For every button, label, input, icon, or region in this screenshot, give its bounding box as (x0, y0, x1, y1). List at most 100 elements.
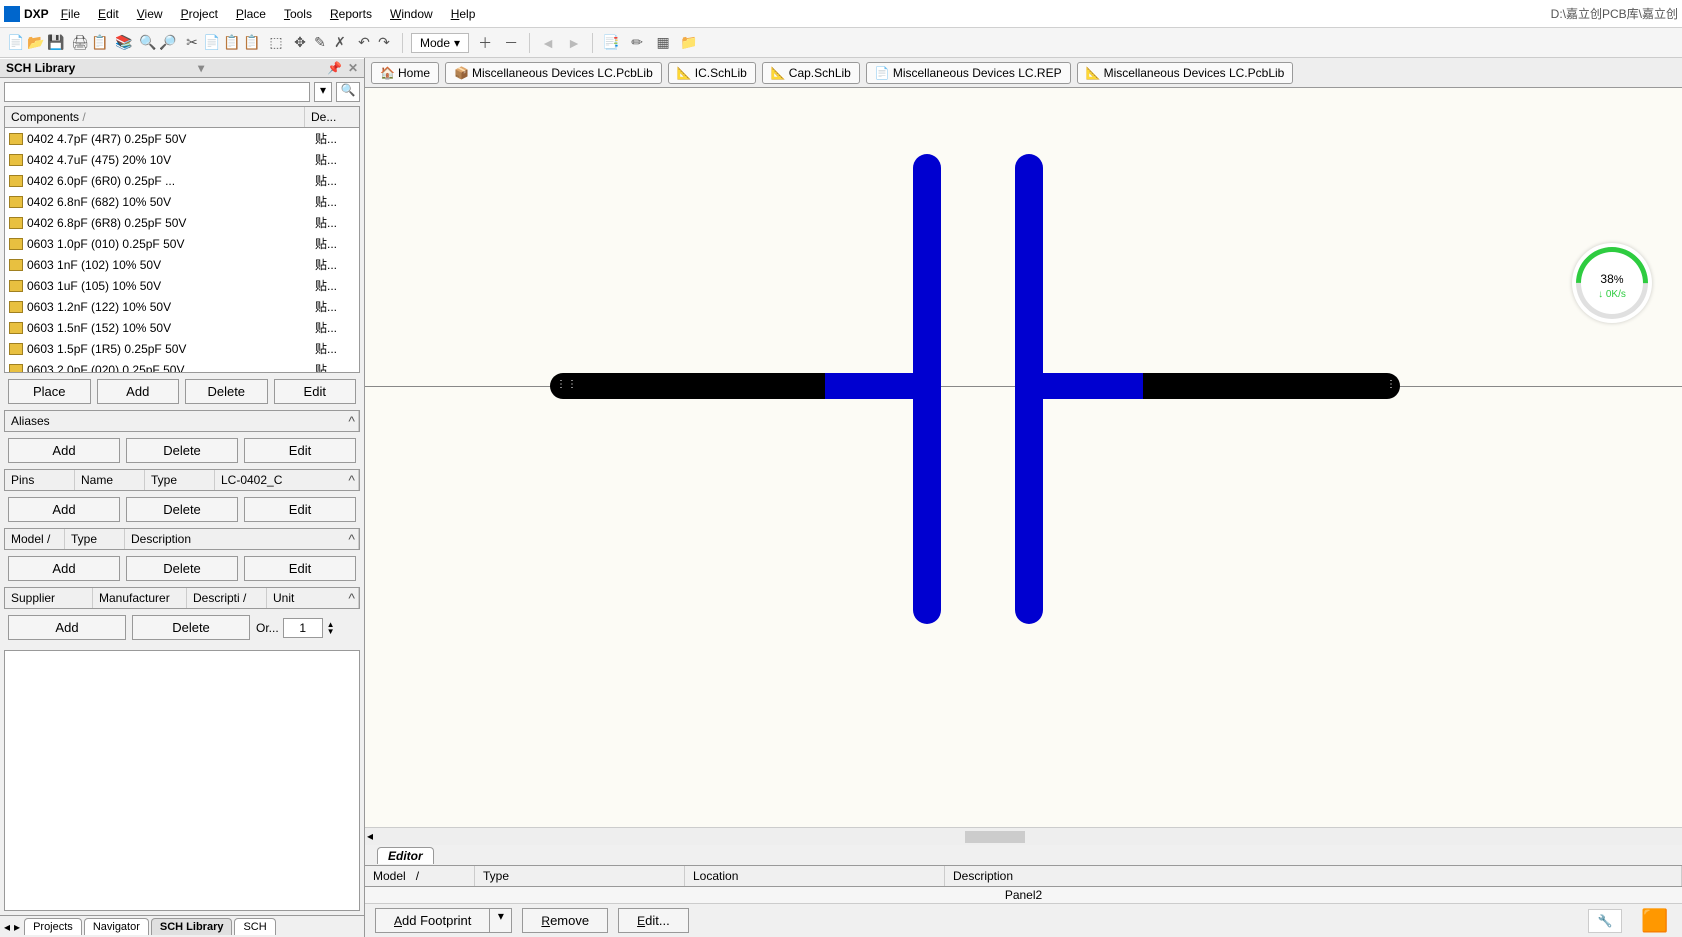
menu-roject[interactable]: Project (181, 7, 218, 21)
schematic-canvas[interactable]: ⋮⋮⋮⋮ 38% ↓ 0K/s (365, 88, 1682, 827)
toolbar-icon-4[interactable]: 📋 (90, 33, 110, 53)
tb-icon-b3[interactable]: ▦ (653, 33, 673, 53)
doc-tab[interactable]: 📦Miscellaneous Devices LC.PcbLib (445, 62, 662, 84)
toolbar-icon-17[interactable]: ↷ (374, 33, 394, 53)
dropdown-icon[interactable]: ▾ (198, 61, 204, 75)
toolbar-icon-9[interactable]: 📄 (202, 33, 222, 53)
aliases-edit-button[interactable]: Edit (244, 438, 356, 463)
mode-dropdown[interactable]: Mode ▾ (411, 33, 469, 53)
tool-icon[interactable]: 🔧 (1588, 909, 1622, 933)
component-row[interactable]: 0603 1uF (105) 10% 50V贴... (5, 275, 359, 296)
editor-tab[interactable]: Editor (377, 847, 434, 864)
supplier-delete-button[interactable]: Delete (132, 615, 250, 640)
doc-tab[interactable]: 📄Miscellaneous Devices LC.REP (866, 62, 1071, 84)
component-row[interactable]: 0603 2.0pF (020) 0.25pF 50V贴... (5, 359, 359, 373)
toolbar-icon-6[interactable]: 🔍 (138, 33, 158, 53)
component-row[interactable]: 0402 6.8nF (682) 10% 50V贴... (5, 191, 359, 212)
component-row[interactable]: 0402 6.8pF (6R8) 0.25pF 50V贴... (5, 212, 359, 233)
toolbar-icon-12[interactable]: ⬚ (266, 33, 286, 53)
add-footprint-button[interactable]: Add Footprint (375, 908, 490, 933)
components-header[interactable]: Components / De... (4, 106, 360, 128)
chevron-up-icon[interactable]: ^ (348, 590, 355, 606)
edit-footprint-button[interactable]: Edit... (618, 908, 689, 933)
tab-scroll-right-icon[interactable]: ▸ (14, 920, 20, 934)
tb-icon-b4[interactable]: 📁 (679, 33, 699, 53)
component-row[interactable]: 0603 1.0pF (010) 0.25pF 50V贴... (5, 233, 359, 254)
3d-icon[interactable]: 🟧 (1638, 909, 1672, 933)
supplier-header[interactable]: Supplier Manufacturer Descripti / Unit ^ (4, 587, 360, 609)
model-edit-button[interactable]: Edit (244, 556, 356, 581)
add-button[interactable]: Add (97, 379, 180, 404)
tab-projects[interactable]: Projects (24, 918, 82, 935)
search-input[interactable] (4, 82, 310, 102)
aliases-header[interactable]: Aliases ^ (4, 410, 360, 432)
menu-elp[interactable]: Help (451, 7, 476, 21)
menu-lace[interactable]: Place (236, 7, 266, 21)
tb-icon-b1[interactable]: 📑 (601, 33, 621, 53)
footprint-dropdown-icon[interactable]: ▾ (490, 908, 512, 933)
menu-dit[interactable]: Edit (98, 7, 119, 21)
component-row[interactable]: 0603 1nF (102) 10% 50V贴... (5, 254, 359, 275)
toolbar-icon-10[interactable]: 📋 (222, 33, 242, 53)
scroll-thumb[interactable] (965, 831, 1025, 843)
model-add-button[interactable]: Add (8, 556, 120, 581)
search-icon[interactable]: 🔍 (336, 82, 360, 102)
pins-header[interactable]: Pins Name Type LC-0402_C ^ (4, 469, 360, 491)
tab-sch-library[interactable]: SCH Library (151, 918, 233, 935)
close-icon[interactable]: ✕ (348, 61, 358, 75)
dxp-menu[interactable]: DXP (24, 7, 49, 21)
tab-sch[interactable]: SCH (234, 918, 275, 935)
edit-button[interactable]: Edit (274, 379, 357, 404)
delete-button[interactable]: Delete (185, 379, 268, 404)
search-dropdown-icon[interactable]: ▾ (314, 82, 332, 102)
toolbar-icon-7[interactable]: 🔎 (158, 33, 178, 53)
pin-icon[interactable]: 📌 (327, 61, 342, 75)
component-row[interactable]: 0603 1.2nF (122) 10% 50V贴... (5, 296, 359, 317)
pins-add-button[interactable]: Add (8, 497, 120, 522)
doc-tab[interactable]: 📐IC.SchLib (668, 62, 756, 84)
minus-icon[interactable]: － (501, 33, 521, 53)
toolbar-icon-8[interactable]: ✂ (182, 33, 202, 53)
toolbar-icon-11[interactable]: 📋 (242, 33, 262, 53)
aliases-delete-button[interactable]: Delete (126, 438, 238, 463)
pins-delete-button[interactable]: Delete (126, 497, 238, 522)
plus-icon[interactable]: ＋ (475, 33, 495, 53)
toolbar-icon-0[interactable]: 📄 (6, 33, 26, 53)
remove-button[interactable]: Remove (522, 908, 608, 933)
chevron-up-icon[interactable]: ^ (348, 472, 355, 488)
menu-indow[interactable]: Window (390, 7, 433, 21)
supplier-add-button[interactable]: Add (8, 615, 126, 640)
components-list[interactable]: 0402 4.7pF (4R7) 0.25pF 50V贴...0402 4.7u… (4, 128, 360, 373)
model-header[interactable]: Model / Type Description ^ (4, 528, 360, 550)
menu-ools[interactable]: Tools (284, 7, 312, 21)
h-scrollbar[interactable]: ◂ (365, 827, 1682, 845)
menu-iew[interactable]: View (137, 7, 163, 21)
scroll-left-icon[interactable]: ◂ (367, 829, 373, 843)
editor-model-header[interactable]: Model / Type Location Description (365, 865, 1682, 887)
place-button[interactable]: Place (8, 379, 91, 404)
doc-tab[interactable]: 📐Miscellaneous Devices LC.PcbLib (1077, 62, 1294, 84)
component-row[interactable]: 0402 4.7pF (4R7) 0.25pF 50V贴... (5, 128, 359, 149)
component-row[interactable]: 0402 6.0pF (6R0) 0.25pF ...贴... (5, 170, 359, 191)
component-row[interactable]: 0603 1.5nF (152) 10% 50V贴... (5, 317, 359, 338)
component-row[interactable]: 0402 4.7uF (475) 20% 10V贴... (5, 149, 359, 170)
tb-icon-b2[interactable]: ✏ (627, 33, 647, 53)
aliases-add-button[interactable]: Add (8, 438, 120, 463)
chevron-up-icon[interactable]: ^ (348, 531, 355, 547)
tab-navigator[interactable]: Navigator (84, 918, 149, 935)
toolbar-icon-14[interactable]: ✎ (310, 33, 330, 53)
toolbar-icon-13[interactable]: ✥ (290, 33, 310, 53)
pins-edit-button[interactable]: Edit (244, 497, 356, 522)
toolbar-icon-2[interactable]: 💾 (46, 33, 66, 53)
chevron-up-icon[interactable]: ^ (348, 413, 355, 429)
toolbar-icon-3[interactable]: 🖨 (70, 33, 90, 53)
toolbar-icon-5[interactable]: 📚 (114, 33, 134, 53)
spinner-icon[interactable]: ▲▼ (327, 621, 335, 635)
model-delete-button[interactable]: Delete (126, 556, 238, 581)
supplier-count[interactable]: 1 (283, 618, 323, 638)
doc-tab[interactable]: 📐Cap.SchLib (762, 62, 860, 84)
toolbar-icon-15[interactable]: ✗ (330, 33, 350, 53)
menu-eports[interactable]: Reports (330, 7, 372, 21)
tab-scroll-left-icon[interactable]: ◂ (4, 920, 10, 934)
component-row[interactable]: 0603 1.5pF (1R5) 0.25pF 50V贴... (5, 338, 359, 359)
